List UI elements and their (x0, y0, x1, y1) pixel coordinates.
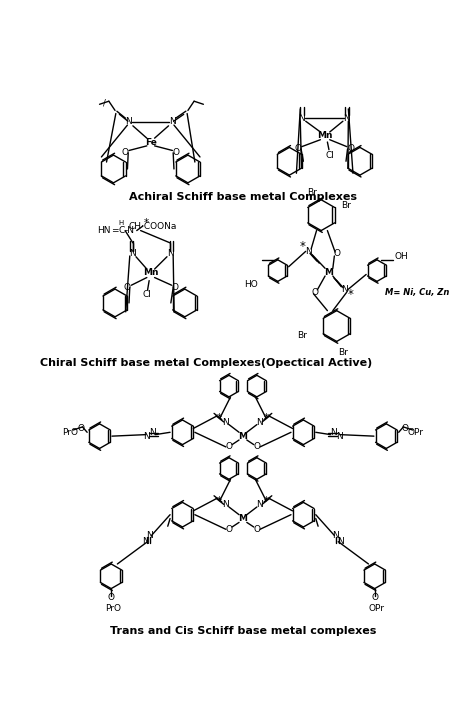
Text: *: * (264, 495, 269, 506)
Text: N: N (330, 428, 337, 437)
Text: OPr: OPr (368, 604, 384, 613)
Text: N: N (142, 537, 149, 546)
Text: O: O (254, 525, 260, 534)
Text: N: N (333, 531, 339, 540)
Text: PrO: PrO (105, 604, 121, 613)
Text: Trans and Cis Schiff base metal complexes: Trans and Cis Schiff base metal complexe… (110, 626, 376, 636)
Text: H: H (118, 220, 124, 226)
Text: Br: Br (297, 331, 307, 340)
Text: O: O (172, 283, 179, 292)
Text: O: O (294, 144, 301, 154)
Text: O: O (371, 593, 378, 602)
Text: *: * (264, 413, 269, 423)
Text: N: N (169, 117, 176, 127)
Text: N: N (129, 249, 136, 258)
Text: O: O (311, 287, 319, 297)
Text: N: N (143, 433, 149, 441)
Text: N: N (305, 247, 312, 256)
Text: Achiral Schiff base metal Complexes: Achiral Schiff base metal Complexes (129, 192, 357, 202)
Text: O: O (124, 283, 131, 292)
Text: Br: Br (338, 348, 348, 358)
Text: Fe: Fe (145, 137, 156, 147)
Text: N: N (256, 418, 264, 427)
Text: O: O (173, 148, 180, 157)
Text: OH: OH (395, 252, 409, 261)
Text: M: M (238, 432, 247, 440)
Text: N: N (337, 537, 344, 546)
Text: N: N (126, 117, 132, 127)
Text: OPr: OPr (408, 428, 424, 437)
Text: HO: HO (244, 280, 257, 289)
Text: O: O (226, 443, 232, 451)
Text: N: N (146, 531, 153, 540)
Text: N: N (343, 114, 350, 123)
Text: Mn: Mn (317, 132, 333, 140)
Text: *: * (217, 413, 222, 423)
Text: *: * (144, 218, 149, 228)
Text: *: * (348, 288, 354, 301)
Text: =: = (111, 226, 119, 235)
Text: *: * (300, 240, 306, 253)
Text: O: O (108, 593, 115, 602)
Text: N: N (222, 500, 229, 509)
Text: Cl: Cl (142, 290, 151, 299)
Text: /: / (103, 98, 106, 107)
Text: N: N (299, 114, 305, 123)
Text: Mn: Mn (143, 268, 158, 277)
Text: O: O (401, 424, 409, 433)
Text: N: N (337, 433, 343, 441)
Text: O: O (77, 424, 84, 433)
Text: N: N (149, 428, 155, 437)
Text: HN: HN (98, 226, 111, 235)
Text: CH·COONa: CH·COONa (128, 222, 176, 231)
Text: N: N (256, 500, 264, 509)
Text: O: O (333, 249, 340, 258)
Text: Br: Br (307, 187, 317, 197)
Text: M: M (324, 267, 333, 277)
Text: N: N (341, 285, 348, 295)
Text: N: N (222, 418, 229, 427)
Text: PrO: PrO (62, 428, 78, 437)
Text: *: * (217, 495, 222, 506)
Text: O: O (122, 148, 128, 157)
Text: O: O (347, 144, 354, 154)
Text: Br: Br (341, 202, 351, 210)
Text: Chiral Schiff base metal Complexes(Opectical Active): Chiral Schiff base metal Complexes(Opect… (40, 358, 373, 368)
Text: -N: -N (125, 226, 135, 235)
Text: O: O (226, 525, 232, 534)
Text: Cl: Cl (325, 151, 334, 159)
Text: M: M (238, 514, 247, 523)
Text: N: N (167, 249, 173, 258)
Text: M= Ni, Cu, Zn: M= Ni, Cu, Zn (385, 287, 449, 297)
Text: C: C (118, 226, 124, 235)
Text: O: O (254, 443, 260, 451)
